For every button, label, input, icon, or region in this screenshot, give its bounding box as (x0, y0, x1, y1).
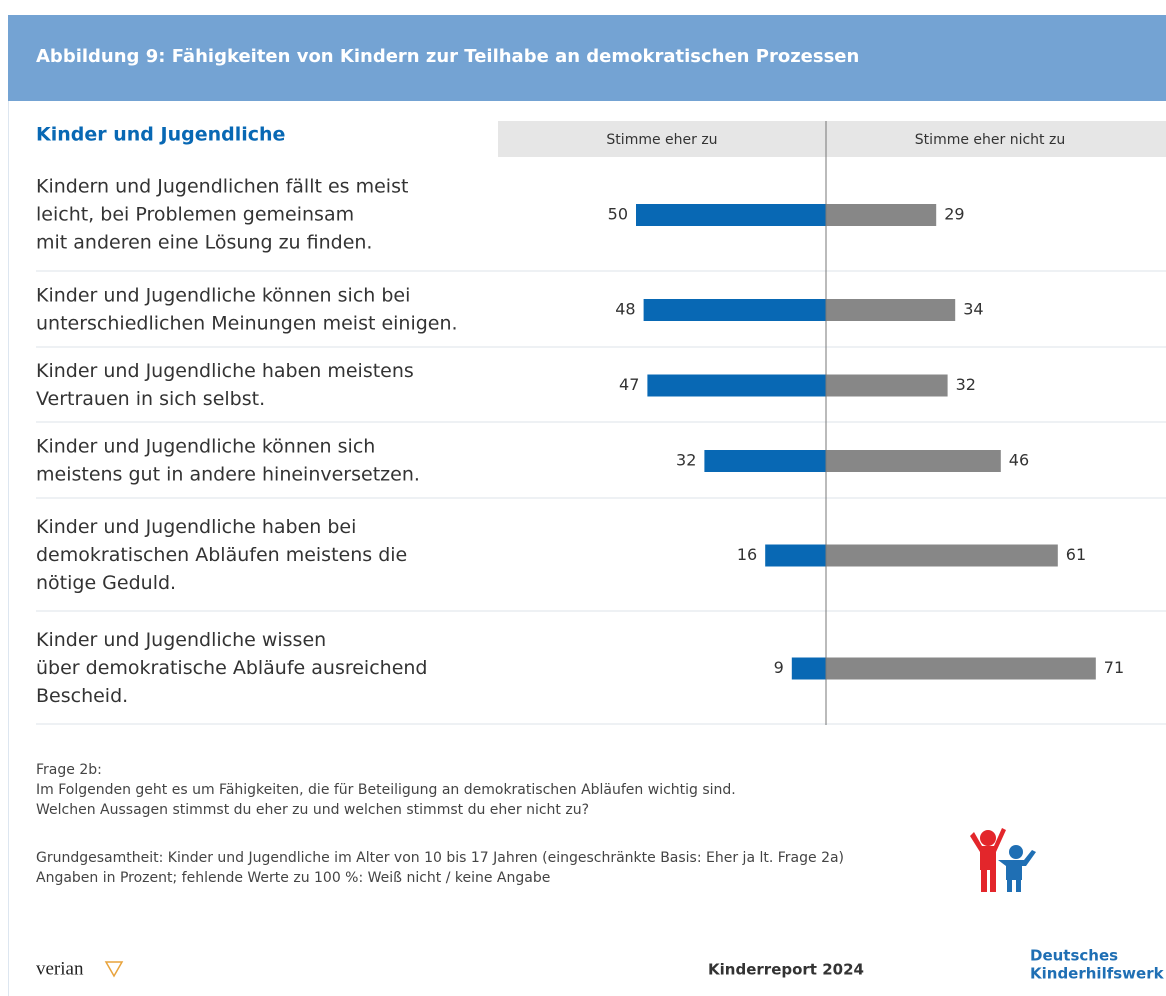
brand: verian (36, 958, 84, 979)
value-label: 32 (956, 375, 976, 394)
category-label: nötige Geduld. (36, 572, 176, 594)
value-label: 34 (963, 300, 983, 319)
category-label: unterschiedlichen Meinungen meist einige… (36, 313, 458, 335)
category-label: Kinder und Jugendliche wissen (36, 629, 326, 651)
value-label: 29 (944, 205, 964, 224)
org-logo (970, 828, 1036, 892)
bar (791, 657, 826, 680)
category-label: meistens gut in andere hineinversetzen. (36, 464, 420, 486)
note: Welchen Aussagen stimmst du eher zu und … (36, 802, 589, 818)
brand-mark (104, 961, 124, 978)
category-label: über demokratische Abläufe ausreichend (36, 657, 428, 679)
category-label: mit anderen eine Lösung zu finden. (36, 232, 372, 254)
note: Im Folgenden geht es um Fähigkeiten, die… (36, 782, 736, 798)
figure-title: Abbildung 9: Fähigkeiten von Kindern zur… (36, 46, 859, 67)
bar (826, 450, 1001, 472)
category-label: Bescheid. (36, 685, 128, 707)
value-label: 32 (676, 451, 696, 470)
category-label: Kinder und Jugendliche haben meistens (36, 360, 414, 382)
value-label: 16 (737, 545, 757, 564)
note: Frage 2b: (36, 762, 102, 778)
bar (647, 374, 826, 397)
bar (826, 374, 948, 397)
bar (826, 204, 937, 226)
value-label: 61 (1066, 545, 1086, 564)
legend-label: Stimme eher zu (606, 132, 717, 148)
category-label: Kinder und Jugendliche können sich bei (36, 285, 410, 307)
legend-label: Stimme eher nicht zu (915, 132, 1065, 148)
value-label: 48 (615, 300, 635, 319)
bar (826, 657, 1096, 680)
category-label: leicht, bei Problemen gemeinsam (36, 204, 354, 226)
value-label: 9 (774, 658, 784, 677)
category-label: Kinder und Jugendliche können sich (36, 436, 375, 458)
org-name: Deutsches (1030, 947, 1118, 965)
bar (826, 299, 956, 321)
report: Kinderreport 2024 (708, 961, 864, 979)
note: Angaben in Prozent; fehlende Werte zu 10… (36, 870, 550, 886)
value-label: 50 (608, 205, 628, 224)
note: Grundgesamtheit: Kinder und Jugendliche … (36, 850, 844, 866)
org-name: Kinderhilfswerk (1030, 965, 1165, 983)
category-label: Kindern und Jugendlichen fällt es meist (36, 176, 408, 198)
chart-title: Kinder und Jugendliche (36, 124, 285, 146)
bar (643, 299, 826, 321)
bar (636, 204, 826, 226)
bar (704, 450, 826, 472)
legend-band (498, 121, 1166, 157)
category-label: Kinder und Jugendliche haben bei (36, 516, 356, 538)
header-band (8, 15, 1166, 101)
bar (826, 544, 1058, 567)
value-label: 46 (1009, 451, 1029, 470)
value-label: 71 (1104, 658, 1124, 677)
category-label: demokratischen Abläufen meistens die (36, 544, 407, 566)
value-label: 47 (619, 375, 639, 394)
bar (765, 544, 826, 567)
category-label: Vertrauen in sich selbst. (36, 388, 265, 410)
